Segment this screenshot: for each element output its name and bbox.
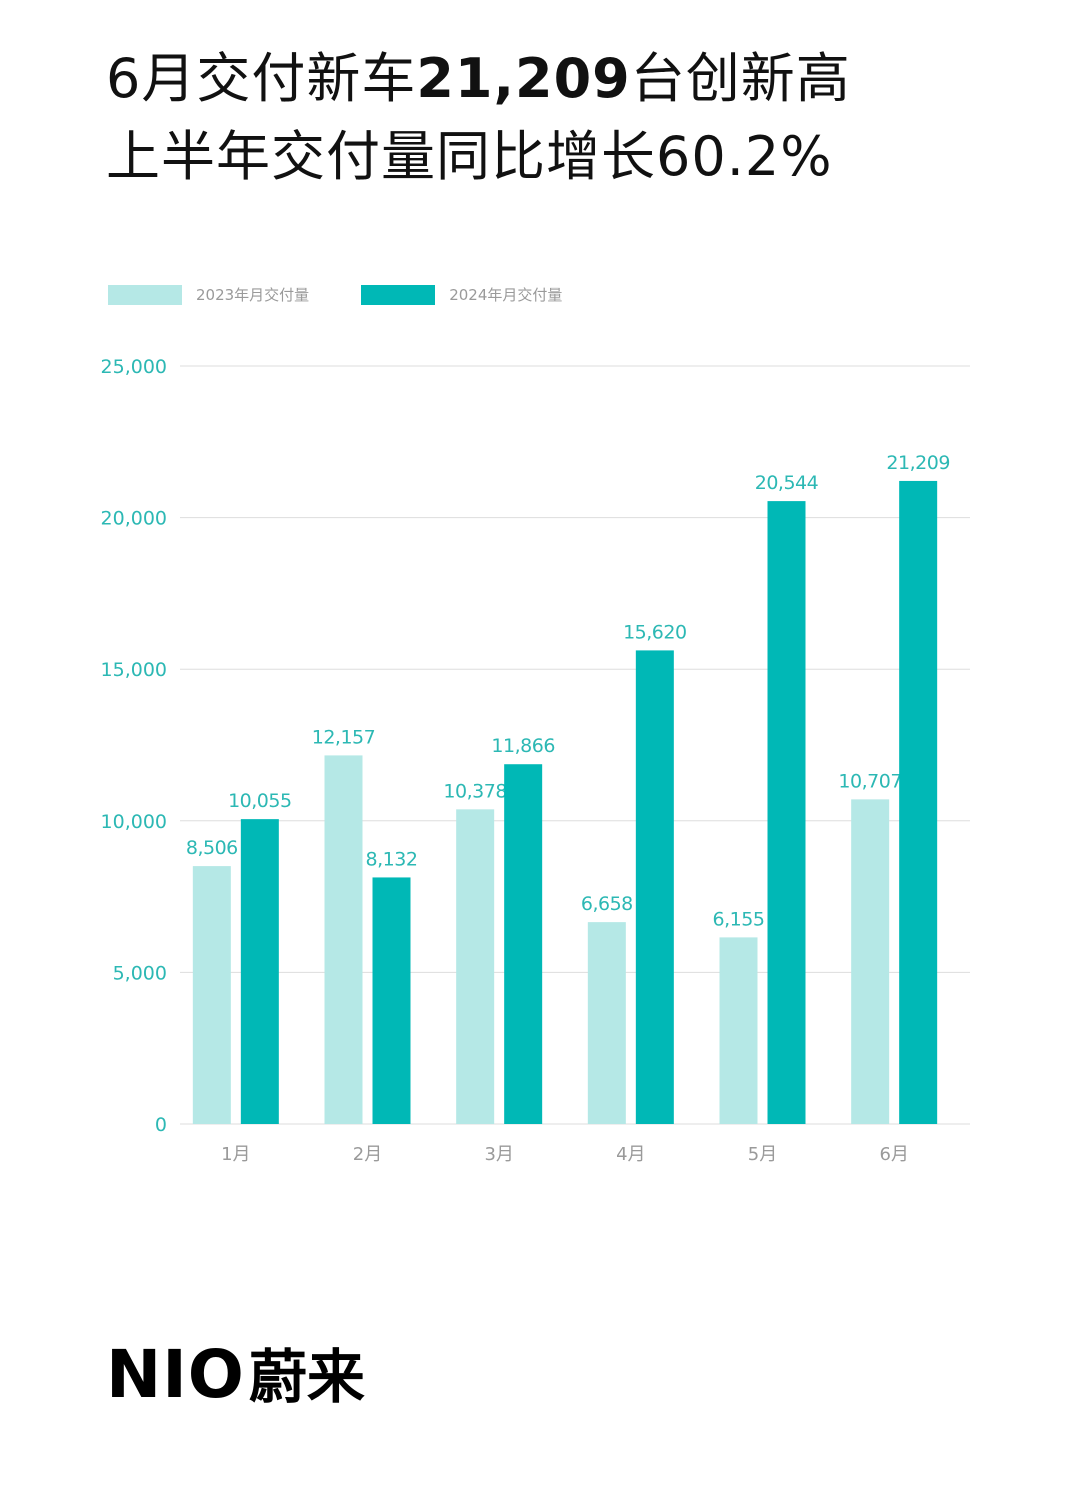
headline-line-2: 上半年交付量同比增长60.2% xyxy=(106,125,833,188)
bar-2024-4 xyxy=(635,650,674,1124)
bar-2023-3 xyxy=(456,809,495,1124)
headline-highlight-number: 21,209 xyxy=(416,47,631,110)
legend-label-2024: 2024年月交付量 xyxy=(449,286,563,304)
headline: 6月交付新车21,209台创新高 上半年交付量同比增长60.2% xyxy=(106,40,851,196)
data-label-2024-6: 21,209 xyxy=(886,452,949,474)
data-label-2023-4: 6,658 xyxy=(581,893,633,915)
data-label-2024-3: 11,866 xyxy=(491,735,554,757)
bar-2023-2 xyxy=(324,755,363,1124)
data-label-2024-1: 10,055 xyxy=(228,790,291,812)
y-tick-label-0: 0 xyxy=(155,1114,167,1136)
bar-2024-6 xyxy=(899,480,938,1124)
bar-2023-5 xyxy=(719,937,758,1124)
chart-legend: 2023年月交付量 2024年月交付量 xyxy=(108,284,614,305)
bar-2023-4 xyxy=(587,922,626,1124)
x-tick-label-6: 6月 xyxy=(879,1144,908,1165)
data-label-2023-6: 10,707 xyxy=(838,770,901,792)
bar-2024-2 xyxy=(372,877,411,1124)
x-tick-label-5: 5月 xyxy=(748,1144,777,1165)
data-label-2024-2: 8,132 xyxy=(366,848,418,870)
y-tick-label-15000: 15,000 xyxy=(101,659,167,681)
legend-item-2023: 2023年月交付量 xyxy=(108,284,309,305)
bar-2023-1 xyxy=(192,866,231,1124)
brand-logo-chinese: 蔚来 xyxy=(248,1343,365,1411)
legend-swatch-2024 xyxy=(361,284,436,305)
brand-logo-latin: NIO xyxy=(106,1336,245,1413)
data-label-2023-2: 12,157 xyxy=(312,726,375,748)
legend-item-2024: 2024年月交付量 xyxy=(361,284,562,305)
y-tick-label-10000: 10,000 xyxy=(101,811,167,833)
bar-chart: 0 5,000 10,000 15,000 20,000 25,000 8,506 10,05… xyxy=(101,356,970,1165)
bar-2024-5 xyxy=(767,501,806,1124)
y-tick-label-5000: 5,000 xyxy=(113,962,167,984)
headline-prefix: 6月交付新车 xyxy=(106,47,417,110)
data-label-2024-4: 15,620 xyxy=(623,621,686,643)
headline-line-1: 6月交付新车21,209台创新高 xyxy=(106,40,851,118)
data-label-2023-1: 8,506 xyxy=(186,837,238,859)
legend-label-2023: 2023年月交付量 xyxy=(196,286,310,304)
bar-2023-6 xyxy=(851,799,890,1124)
y-tick-label-25000: 25,000 xyxy=(101,356,167,378)
data-label-2024-5: 20,544 xyxy=(755,472,819,494)
y-tick-label-20000: 20,000 xyxy=(101,508,167,530)
brand-logo: NIO 蔚来 xyxy=(106,1330,365,1414)
x-tick-label-2: 2月 xyxy=(353,1144,382,1165)
data-label-2023-3: 10,378 xyxy=(443,780,506,802)
data-label-2023-5: 6,155 xyxy=(713,908,765,930)
bar-2024-3 xyxy=(504,764,543,1124)
bar-2024-1 xyxy=(240,819,279,1124)
x-tick-label-4: 4月 xyxy=(616,1144,645,1165)
x-tick-label-3: 3月 xyxy=(484,1144,513,1165)
x-tick-label-1: 1月 xyxy=(221,1144,250,1165)
headline-suffix: 台创新高 xyxy=(630,47,851,110)
legend-swatch-2023 xyxy=(108,284,182,305)
